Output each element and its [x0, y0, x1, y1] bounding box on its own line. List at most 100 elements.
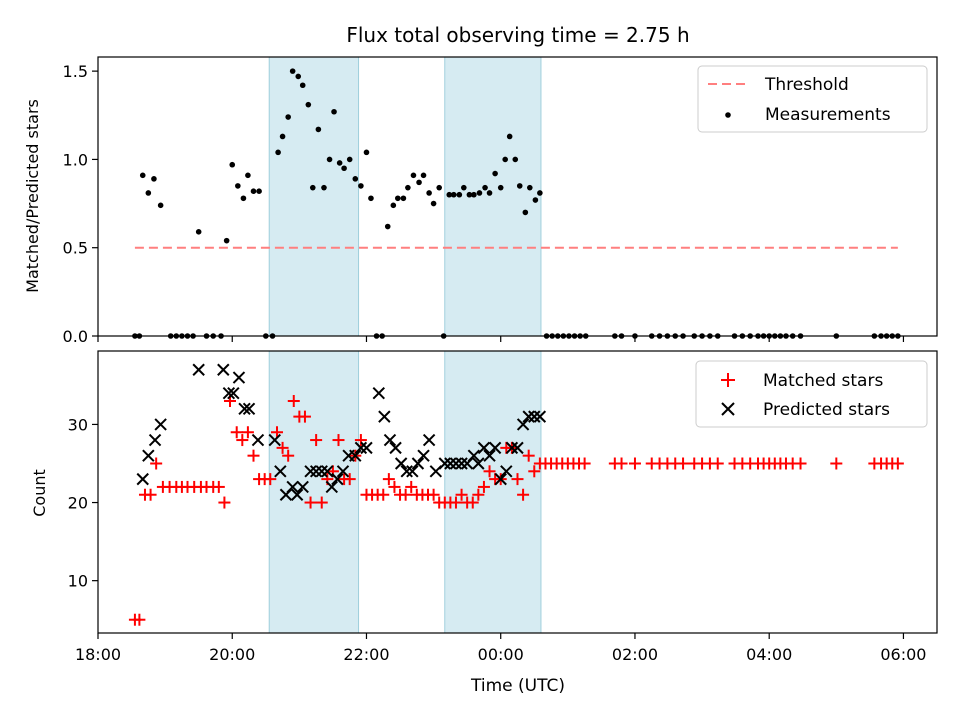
- measurement-point: [275, 149, 281, 156]
- measurement-point: [151, 176, 157, 182]
- measurement-point: [256, 188, 262, 195]
- predicted-star-point: [232, 371, 246, 384]
- matched-star-point: [218, 496, 231, 509]
- measurement-point: [466, 191, 473, 198]
- predicted-star-point: [500, 465, 513, 478]
- matched-star-point: [711, 457, 724, 470]
- matched-star-point: [382, 473, 395, 486]
- predicted-star-point: [238, 402, 251, 416]
- chart-title: Flux total observing time = 2.75 h: [346, 23, 689, 47]
- predicted-star-point: [290, 488, 304, 501]
- predicted-star-point: [533, 410, 547, 423]
- predicted-star-point: [516, 418, 530, 431]
- measurement-point: [410, 172, 417, 179]
- measurement-point: [250, 188, 257, 195]
- top-plot-frame: [97, 56, 938, 337]
- measurement-point: [279, 133, 286, 140]
- predicted-star-point: [467, 449, 481, 462]
- measurement-point: [305, 101, 312, 108]
- matched-star-point: [466, 496, 479, 509]
- predicted-star-point: [455, 457, 468, 470]
- measurement-point: [299, 82, 306, 89]
- predicted-star-point: [251, 433, 265, 447]
- matched-star-point: [332, 434, 345, 447]
- predicted-star-point: [274, 465, 287, 478]
- measurement-point: [139, 172, 146, 179]
- matched-star-point: [794, 457, 807, 470]
- predicted-star-point: [406, 465, 419, 478]
- bottom-panel: 10 20 30 18:00 20:00 22:00 00:00 02:00 04:00 06:…: [30, 350, 938, 696]
- measurement-point: [358, 183, 364, 189]
- matched-star-point: [377, 488, 390, 501]
- matched-star-point: [830, 457, 843, 470]
- matched-star-point: [343, 473, 356, 486]
- matched-star-point: [427, 488, 440, 501]
- measurement-point: [482, 184, 488, 191]
- matched-star-point: [517, 488, 530, 501]
- matched-star-point: [615, 457, 628, 470]
- predicted-star-point: [325, 480, 339, 494]
- predicted-star-point: [505, 441, 519, 455]
- predicted-star-point: [483, 449, 496, 462]
- matched-star-point: [677, 457, 690, 470]
- matched-star-point: [315, 496, 328, 509]
- x-tick-label: 04:00: [746, 645, 792, 664]
- matched-star-point: [236, 434, 249, 447]
- shaded-interval: [444, 350, 542, 634]
- predicted-star-point: [309, 465, 323, 478]
- predicted-star-point: [400, 465, 413, 478]
- matched-star-point: [405, 480, 418, 493]
- measurement-point: [309, 184, 316, 191]
- measurement-point: [436, 184, 442, 191]
- measurement-point: [295, 73, 302, 80]
- measurement-point: [285, 114, 291, 120]
- measurement-point: [321, 184, 327, 191]
- legend-matched-label: Matched stars: [763, 371, 883, 391]
- measurement-point: [492, 170, 498, 177]
- y-tick-label: 0.5: [63, 239, 88, 258]
- bottom-y-axis-label: Count: [30, 469, 49, 517]
- measurement-point: [341, 165, 347, 172]
- predicted-star-point: [528, 410, 541, 423]
- predicted-star-point: [331, 472, 344, 486]
- predicted-star-point: [360, 441, 373, 455]
- measurement-point: [368, 195, 374, 202]
- x-tick-label: 06:00: [880, 645, 926, 664]
- legend-predicted-label: Predicted stars: [763, 400, 890, 420]
- x-tick-label: 02:00: [612, 645, 658, 664]
- matched-star-point: [287, 394, 300, 407]
- measurement-point: [476, 190, 483, 196]
- matched-star-point: [264, 473, 277, 486]
- measurement-point: [240, 195, 247, 202]
- predicted-star-point: [494, 472, 507, 486]
- measurement-point: [289, 68, 296, 74]
- y-tick-label: 10: [68, 572, 88, 591]
- y-tick-label: 30: [68, 415, 88, 434]
- matched-star-point: [310, 434, 323, 447]
- bottom-plot-frame: [97, 350, 938, 634]
- matched-star-point: [133, 613, 146, 626]
- predicted-star-point: [378, 410, 391, 423]
- matched-star-point: [247, 449, 260, 462]
- predicted-star-point: [422, 433, 436, 447]
- matched-star-point: [528, 465, 541, 478]
- measurement-point: [522, 209, 529, 216]
- matched-star-point: [522, 449, 535, 462]
- measurement-point: [456, 191, 463, 198]
- measurement-point: [532, 197, 539, 203]
- legend-measurements-label: Measurements: [765, 105, 891, 125]
- predicted-star-point: [438, 457, 451, 470]
- predicted-star-point: [296, 480, 309, 494]
- measurement-point: [516, 183, 523, 189]
- y-tick-label: 20: [68, 494, 88, 513]
- x-axis-label: Time (UTC): [470, 676, 565, 696]
- matched-star-point: [455, 488, 468, 501]
- legend-threshold-label: Threshold: [764, 75, 849, 95]
- matched-star-point: [144, 488, 157, 501]
- predicted-star-point: [321, 465, 334, 478]
- measurement-point: [157, 202, 164, 209]
- measurement-point: [229, 161, 236, 168]
- measurement-point: [145, 190, 152, 196]
- matched-star-point: [304, 496, 317, 509]
